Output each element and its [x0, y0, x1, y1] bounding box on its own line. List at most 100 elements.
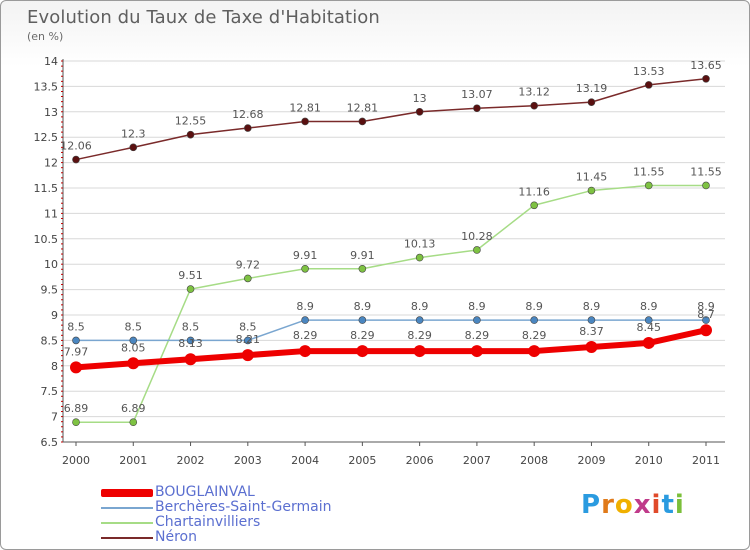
data-point	[358, 117, 367, 126]
unit-label: (en %)	[27, 30, 64, 43]
data-point	[700, 324, 712, 337]
y-tick-label: 8	[51, 360, 58, 373]
data-label: 8.37	[579, 325, 604, 338]
data-label: 10.13	[404, 238, 436, 251]
y-tick-label: 10.5	[34, 233, 59, 246]
data-point	[587, 98, 596, 106]
legend-swatch-bouglainval	[101, 489, 153, 497]
data-point	[473, 316, 481, 324]
x-tick-label: 2001	[119, 454, 147, 467]
data-point	[299, 345, 312, 358]
data-point	[70, 361, 82, 374]
data-label: 12.81	[347, 101, 379, 114]
data-label: 9.91	[350, 249, 375, 262]
data-point	[186, 130, 195, 139]
data-label: 13.07	[461, 88, 493, 101]
data-label: 8.9	[411, 300, 429, 313]
data-label: 12.81	[289, 101, 321, 114]
data-point	[72, 418, 80, 426]
data-label: 8.9	[583, 300, 601, 313]
data-point	[129, 336, 138, 345]
x-tick-label: 2005	[348, 454, 376, 467]
data-point	[244, 124, 252, 132]
x-tick-label: 2006	[406, 454, 434, 467]
data-label: 8.5	[239, 320, 257, 333]
data-point	[644, 81, 653, 89]
x-tick-label: 2004	[291, 454, 319, 467]
data-label: 9.91	[293, 249, 318, 262]
data-label: 8.29	[407, 329, 432, 342]
data-point	[702, 74, 710, 83]
chart-title: Evolution du Taux de Taxe d'Habitation	[27, 7, 380, 28]
x-tick-label: 2003	[234, 454, 262, 467]
data-point	[473, 104, 481, 113]
data-label: 8.45	[636, 321, 661, 334]
y-tick-label: 10	[44, 258, 58, 271]
series-line	[75, 327, 707, 371]
data-label: 8.9	[296, 300, 314, 313]
data-point	[301, 117, 309, 126]
data-label: 9.72	[236, 258, 261, 271]
data-point	[186, 285, 195, 293]
data-point	[530, 316, 538, 324]
data-point	[358, 316, 367, 324]
legend-swatch-chartainvilliers	[101, 522, 153, 524]
data-point	[702, 316, 710, 324]
data-label: 13.65	[690, 59, 722, 72]
data-point	[129, 418, 138, 426]
data-point	[470, 345, 483, 358]
logo-letter: x	[633, 490, 652, 520]
legend-swatch-bercheres	[101, 507, 153, 509]
data-label: 8.29	[465, 329, 490, 342]
series-line	[75, 78, 707, 161]
data-point	[186, 336, 195, 345]
y-tick-label: 7	[51, 411, 58, 424]
data-label: 13.53	[633, 65, 665, 78]
x-tick-label: 2011	[692, 454, 720, 467]
data-label: 11.45	[576, 171, 608, 184]
data-label: 8.5	[67, 320, 85, 333]
data-point	[127, 357, 140, 370]
data-label: 12.68	[232, 108, 264, 121]
data-label: 8.29	[522, 329, 547, 342]
data-point	[72, 155, 80, 164]
y-tick-label: 8.5	[41, 334, 59, 347]
x-tick-label: 2010	[635, 454, 663, 467]
data-label: 8.29	[350, 329, 375, 342]
data-label: 8.29	[293, 329, 318, 342]
data-point	[415, 253, 424, 262]
data-point	[244, 336, 252, 345]
logo-letter: i	[651, 490, 662, 520]
logo-letter: r	[601, 490, 615, 520]
y-tick-label: 14	[44, 55, 58, 68]
data-point	[358, 264, 367, 273]
data-label: 8.13	[178, 337, 203, 350]
logo-letter: o	[614, 490, 634, 520]
data-label: 8.9	[354, 300, 372, 313]
x-tick-label: 2007	[463, 454, 491, 467]
data-point	[473, 246, 481, 254]
data-label: 10.28	[461, 230, 493, 243]
data-label: 6.89	[121, 402, 146, 415]
data-label: 8.7	[697, 308, 715, 321]
data-label: 12.55	[175, 115, 207, 128]
data-point	[301, 264, 309, 273]
y-tick-label: 13	[44, 106, 58, 119]
logo-letter: P	[581, 490, 602, 520]
x-tick-label: 2000	[62, 454, 90, 467]
series-line	[76, 319, 706, 342]
data-point	[587, 186, 596, 195]
data-point	[413, 345, 426, 358]
data-point	[587, 316, 596, 324]
legend-label-bouglainval: BOUGLAINVAL	[155, 484, 255, 500]
series-line	[76, 184, 706, 423]
data-label: 12.3	[121, 127, 146, 140]
data-label: 13.19	[576, 82, 608, 95]
data-point	[244, 274, 252, 283]
data-point	[530, 201, 538, 210]
y-tick-label: 13.5	[34, 80, 59, 93]
data-label: 12.06	[60, 140, 92, 153]
data-label: 9.51	[178, 269, 203, 282]
data-label: 8.9	[640, 300, 658, 313]
